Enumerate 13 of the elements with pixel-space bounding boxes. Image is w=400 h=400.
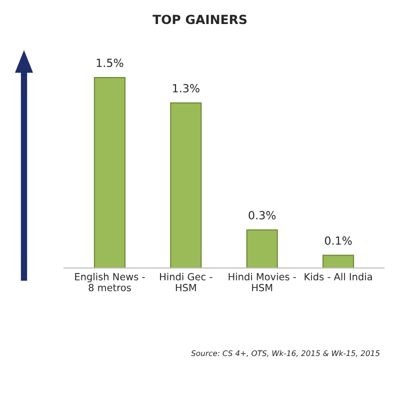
x-tick-label: Hindi Gec - HSM bbox=[160, 272, 212, 292]
bar bbox=[94, 76, 126, 268]
x-tick-label: Hindi Movies - HSM bbox=[228, 272, 296, 292]
bar bbox=[170, 102, 202, 268]
x-tick-label: English News - 8 metros bbox=[75, 272, 145, 292]
bar bbox=[322, 254, 354, 268]
chart-title: TOP GAINERS bbox=[152, 14, 247, 24]
bar bbox=[246, 229, 278, 268]
data-label: 1.3% bbox=[173, 84, 200, 92]
data-label: 0.1% bbox=[324, 236, 352, 245]
data-label: 1.5% bbox=[96, 58, 124, 68]
data-label: 0.3% bbox=[248, 211, 276, 220]
x-tick-label: Kids - All India bbox=[304, 272, 372, 280]
